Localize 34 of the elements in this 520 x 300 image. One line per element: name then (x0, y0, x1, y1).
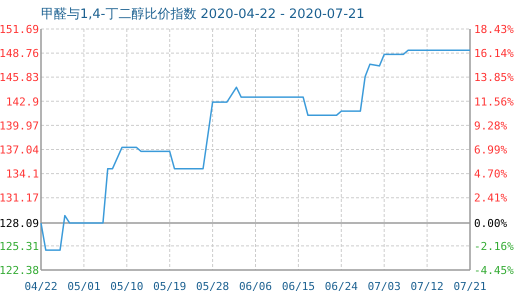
x-tick-label: 05/19 (153, 280, 186, 293)
x-tick-label: 06/06 (238, 280, 272, 293)
y2-tick-label: 2.41% (474, 192, 508, 205)
y-tick-label: 125.31 (0, 240, 39, 253)
x-tick-label: 07/03 (368, 280, 401, 293)
x-tick-label: 05/01 (67, 280, 100, 293)
x-tick-label: 05/10 (110, 280, 144, 293)
x-tick-label: 06/24 (324, 280, 358, 293)
y-tick-label: 137.04 (0, 143, 40, 156)
x-tick-label: 07/21 (453, 280, 487, 293)
x-tick-label: 06/15 (282, 280, 315, 293)
y-tick-label: 131.17 (0, 192, 39, 205)
y-tick-label: 142.9 (6, 95, 39, 108)
y-tick-label: 139.97 (0, 119, 39, 132)
y2-tick-label: 6.99% (474, 144, 508, 156)
y-tick-label: 151.69 (0, 23, 39, 36)
y-tick-label: 134.1 (6, 168, 39, 181)
y2-tick-label: 4.70% (474, 168, 508, 181)
y-tick-label: 128.09 (0, 217, 39, 230)
y2-tick-label: 0.00% (474, 217, 508, 230)
x-tick-label: 04/22 (24, 280, 58, 293)
y-tick-label: 122.38 (0, 264, 39, 277)
x-tick-label: 07/12 (410, 280, 444, 293)
y2-tick-label: 11.56% (474, 95, 514, 108)
y2-tick-label: 18.43% (474, 23, 514, 36)
y2-tick-label: 16.14% (474, 47, 514, 60)
y-tick-label: 148.76 (0, 47, 39, 60)
y2-tick-label: -2.16% (474, 240, 514, 253)
y2-tick-label: -4.45% (474, 264, 514, 277)
y-tick-label: 145.83 (0, 71, 39, 84)
y2-tick-label: 13.85% (474, 71, 514, 84)
y2-tick-label: 9.28% (474, 119, 508, 132)
x-tick-label: 05/28 (196, 280, 230, 293)
chart-title: 甲醛与1,4-丁二醇比价指数 2020-04-22 - 2020-07-21 (41, 7, 365, 22)
